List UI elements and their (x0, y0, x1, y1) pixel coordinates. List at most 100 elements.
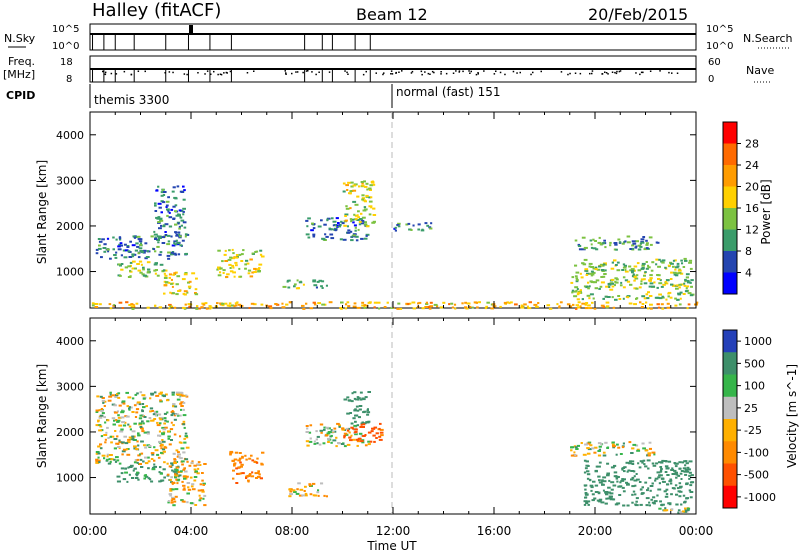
echo-pixel (602, 306, 606, 308)
echo-pixel (159, 391, 163, 394)
echo-pixel (129, 464, 134, 467)
echo-pixel (370, 430, 374, 433)
echo-pixel (352, 417, 356, 420)
echo-pixel (584, 268, 589, 271)
echo-pixel (645, 239, 648, 242)
echo-pixel (362, 209, 367, 212)
echo-pixel (688, 474, 692, 477)
echo-pixel (350, 422, 354, 425)
nave-dot (213, 70, 215, 73)
echo-pixel (177, 451, 180, 454)
echo-pixel (175, 391, 180, 394)
echo-pixel (639, 301, 642, 304)
echo-pixel (621, 242, 625, 245)
echo-pixel (394, 226, 397, 229)
echo-pixel (312, 279, 317, 282)
echo-pixel (187, 281, 191, 284)
nave-dot (210, 73, 212, 75)
echo-pixel (353, 397, 356, 400)
echo-pixel (317, 302, 321, 305)
echo-pixel (355, 405, 359, 408)
power-echo-region-3 (163, 271, 199, 296)
echo-pixel (584, 488, 587, 491)
echo-pixel (165, 204, 169, 207)
echo-pixel (147, 460, 151, 463)
echo-pixel (615, 453, 618, 456)
echo-pixel (363, 306, 367, 309)
echo-pixel (153, 230, 156, 233)
echo-pixel (99, 303, 102, 306)
echo-pixel (647, 452, 652, 455)
echo-pixel (624, 279, 629, 282)
nave-dot (618, 70, 621, 73)
echo-pixel (689, 484, 693, 487)
nave-dot (671, 72, 673, 74)
echo-pixel (180, 191, 184, 193)
echo-pixel (350, 218, 355, 221)
echo-pixel (182, 185, 185, 188)
echo-pixel (379, 422, 382, 425)
echo-pixel (175, 239, 178, 242)
echo-pixel (661, 477, 665, 480)
echo-pixel (370, 181, 375, 183)
echo-pixel (583, 503, 587, 506)
nsearch-tick-bottom: 10^0 (706, 41, 733, 52)
echo-pixel (146, 420, 150, 423)
echo-pixel (677, 509, 681, 512)
echo-pixel (628, 265, 632, 268)
echo-pixel (312, 301, 316, 304)
echo-pixel (181, 394, 186, 397)
nave-dot (383, 72, 385, 74)
echo-pixel (630, 460, 635, 463)
echo-pixel (184, 394, 188, 397)
echo-pixel (417, 228, 420, 231)
echo-pixel (575, 304, 579, 307)
echo-pixel (158, 440, 162, 443)
echo-pixel (345, 303, 348, 306)
echo-pixel (330, 441, 333, 444)
echo-pixel (619, 481, 622, 484)
echo-pixel (268, 305, 273, 308)
echo-pixel (166, 214, 169, 217)
echo-pixel (621, 446, 625, 449)
echo-pixel (356, 424, 360, 427)
echo-pixel (219, 271, 222, 274)
echo-pixel (173, 418, 177, 421)
echo-pixel (178, 395, 182, 398)
echo-pixel (133, 461, 137, 464)
echo-pixel (182, 306, 186, 309)
echo-pixel (580, 276, 584, 279)
echo-pixel (591, 301, 594, 304)
echo-pixel (261, 451, 265, 454)
echo-pixel (186, 482, 191, 484)
echo-pixel (609, 241, 612, 244)
echo-pixel (172, 504, 176, 507)
echo-pixel (166, 420, 169, 423)
echo-pixel (202, 303, 206, 306)
echo-pixel (119, 242, 123, 245)
echo-pixel (365, 225, 370, 228)
echo-pixel (170, 414, 174, 417)
echo-pixel (617, 485, 622, 488)
echo-pixel (684, 507, 687, 510)
echo-pixel (570, 281, 574, 284)
echo-pixel (616, 261, 620, 264)
echo-pixel (184, 253, 188, 255)
nsky-label: N.Sky (4, 32, 36, 45)
echo-pixel (597, 450, 601, 452)
echo-pixel (633, 265, 638, 268)
echo-pixel (648, 236, 653, 239)
echo-pixel (97, 456, 100, 459)
echo-pixel (574, 275, 578, 278)
echo-pixel (602, 476, 607, 479)
echo-pixel (587, 465, 590, 467)
echo-pixel (289, 493, 293, 496)
echo-pixel (94, 306, 99, 308)
echo-pixel (119, 238, 122, 241)
echo-pixel (683, 257, 687, 260)
echo-pixel (688, 489, 692, 492)
echo-pixel (357, 437, 362, 440)
echo-pixel (108, 458, 113, 461)
echo-pixel (253, 267, 257, 270)
echo-pixel (596, 268, 601, 271)
